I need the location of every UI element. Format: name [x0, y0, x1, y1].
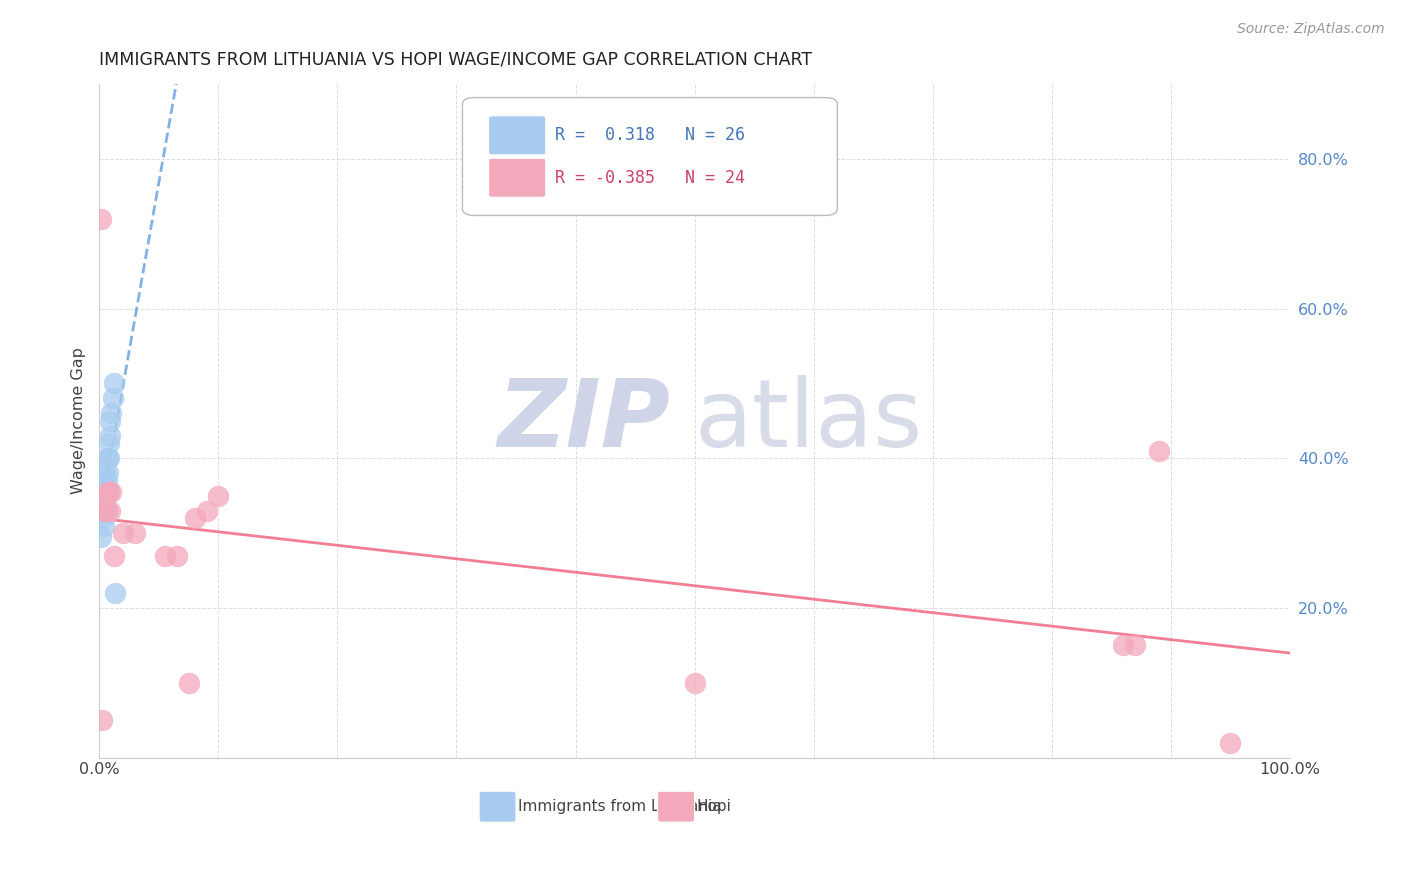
Point — [93, 474, 115, 488]
Point — [100, 484, 122, 499]
Text: atlas: atlas — [695, 375, 922, 467]
Point — [93, 518, 115, 533]
Point — [97, 484, 120, 499]
Point — [100, 406, 122, 420]
Point — [94, 484, 117, 499]
Point — [98, 414, 121, 428]
Point — [104, 586, 127, 600]
FancyBboxPatch shape — [489, 158, 546, 197]
Point — [91, 511, 114, 525]
FancyBboxPatch shape — [479, 791, 516, 822]
Point — [96, 451, 118, 466]
Text: Source: ZipAtlas.com: Source: ZipAtlas.com — [1237, 22, 1385, 37]
Point — [94, 489, 117, 503]
Point — [195, 503, 218, 517]
Point — [97, 451, 120, 466]
Point — [90, 496, 112, 510]
Point — [1147, 443, 1170, 458]
Point — [94, 467, 117, 481]
Point — [1219, 735, 1241, 749]
Point — [93, 503, 115, 517]
Point — [98, 429, 121, 443]
Point — [90, 481, 112, 495]
Point — [97, 484, 120, 499]
Point — [90, 530, 112, 544]
Point — [207, 489, 229, 503]
FancyBboxPatch shape — [658, 791, 695, 822]
Point — [183, 511, 205, 525]
Text: Hopi: Hopi — [697, 799, 731, 814]
Text: ZIP: ZIP — [498, 375, 671, 467]
Point — [166, 549, 188, 563]
FancyBboxPatch shape — [489, 116, 546, 155]
Point — [90, 713, 112, 727]
Point — [93, 496, 115, 510]
Point — [103, 549, 125, 563]
Point — [96, 474, 118, 488]
Text: R =  0.318   N = 26: R = 0.318 N = 26 — [555, 127, 745, 145]
Text: R = -0.385   N = 24: R = -0.385 N = 24 — [555, 169, 745, 186]
Point — [97, 436, 120, 450]
Point — [124, 526, 146, 541]
Point — [112, 526, 135, 541]
Point — [177, 675, 200, 690]
Text: IMMIGRANTS FROM LITHUANIA VS HOPI WAGE/INCOME GAP CORRELATION CHART: IMMIGRANTS FROM LITHUANIA VS HOPI WAGE/I… — [100, 51, 813, 69]
Point — [98, 503, 121, 517]
Point — [97, 467, 120, 481]
FancyBboxPatch shape — [463, 97, 838, 216]
Point — [94, 503, 117, 517]
Y-axis label: Wage/Income Gap: Wage/Income Gap — [72, 347, 86, 494]
Point — [683, 675, 706, 690]
Point — [91, 496, 114, 510]
Point — [96, 484, 118, 499]
Text: Immigrants from Lithuania: Immigrants from Lithuania — [519, 799, 723, 814]
Point — [1123, 638, 1146, 652]
Point — [153, 549, 176, 563]
Point — [91, 481, 114, 495]
Point — [1112, 638, 1135, 652]
Point — [101, 392, 124, 406]
Point — [90, 211, 112, 226]
Point — [103, 376, 125, 391]
Point — [97, 451, 120, 466]
Point — [96, 503, 118, 517]
Point — [96, 503, 118, 517]
